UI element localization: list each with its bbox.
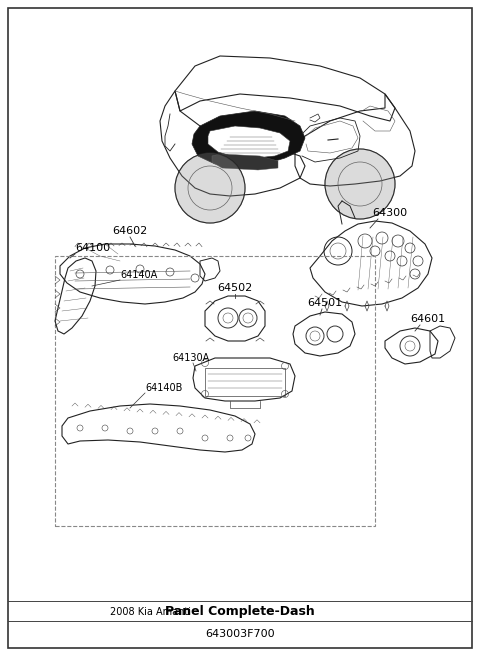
Polygon shape xyxy=(212,154,278,170)
Text: 64501: 64501 xyxy=(307,298,343,308)
Text: 2008 Kia Amanti: 2008 Kia Amanti xyxy=(109,607,191,617)
Bar xyxy=(55,256,375,526)
Text: 64602: 64602 xyxy=(112,226,148,236)
Circle shape xyxy=(325,149,395,219)
Text: 64140A: 64140A xyxy=(120,270,157,280)
Bar xyxy=(205,368,285,396)
Text: 64100: 64100 xyxy=(75,243,110,253)
Text: 64300: 64300 xyxy=(372,208,408,218)
Text: 64140B: 64140B xyxy=(145,383,182,393)
Text: 64601: 64601 xyxy=(410,314,445,324)
Polygon shape xyxy=(208,126,290,158)
Polygon shape xyxy=(192,111,305,166)
Circle shape xyxy=(175,153,245,223)
Text: 64130A: 64130A xyxy=(172,353,209,363)
Text: 643003F700: 643003F700 xyxy=(205,629,275,639)
Text: Panel Complete-Dash: Panel Complete-Dash xyxy=(165,605,315,619)
Text: 64502: 64502 xyxy=(217,283,252,293)
